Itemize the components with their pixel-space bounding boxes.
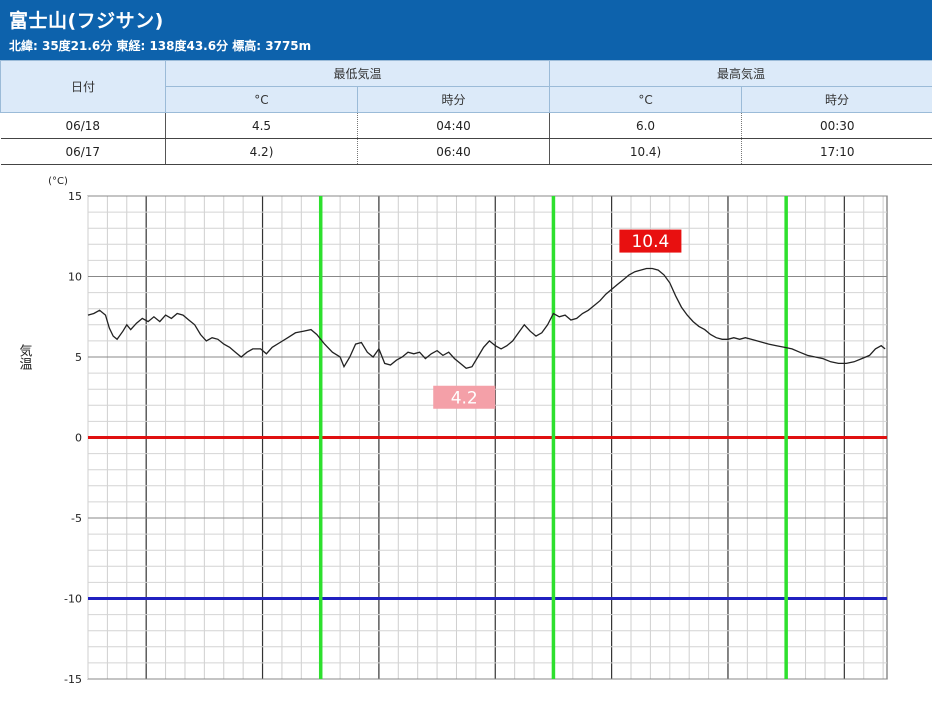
y-tick-label: 15	[68, 190, 82, 203]
row-date: 06/17	[1, 139, 166, 165]
y-tick-label: -10	[64, 593, 82, 606]
y-tick-label: -15	[64, 673, 82, 686]
min-unit-header: °C	[166, 87, 358, 113]
table-row: 06/17 4.2) 06:40 10.4) 17:10	[1, 139, 932, 165]
row-max-temp: 10.4)	[550, 139, 742, 165]
row-min-temp: 4.5	[166, 113, 358, 139]
value-annotation-label: 4.2	[451, 388, 478, 408]
min-time-header: 時分	[358, 87, 550, 113]
row-min-temp: 4.2)	[166, 139, 358, 165]
chart-svg: 15 10 5 0 -5 -10 -15 10.4 4.2 (°C) 気温	[0, 166, 932, 724]
row-min-time: 06:40	[358, 139, 550, 165]
y-tick-label: 0	[75, 432, 82, 445]
y-axis-label: 気温	[17, 343, 33, 370]
y-unit-label: (°C)	[48, 176, 68, 187]
station-coordinates: 北緯: 35度21.6分 東経: 138度43.6分 標高: 3775m	[9, 37, 311, 54]
row-max-time: 00:30	[742, 113, 932, 139]
y-tick-label: 10	[68, 271, 82, 284]
row-date: 06/18	[1, 113, 166, 139]
max-time-header: 時分	[742, 87, 932, 113]
station-title: 富士山(フジサン)	[9, 6, 164, 33]
row-max-temp: 6.0	[550, 113, 742, 139]
value-annotation-label: 10.4	[631, 232, 669, 252]
temperature-chart: 15 10 5 0 -5 -10 -15 10.4 4.2 (°C) 気温	[0, 166, 932, 724]
temperature-summary-table: 日付 最低気温 最高気温 °C 時分 °C 時分 06/18 4.5 04:40…	[0, 60, 932, 165]
table-row: 06/18 4.5 04:40 6.0 00:30	[1, 113, 932, 139]
y-tick-label: 5	[75, 351, 82, 364]
date-header: 日付	[1, 61, 166, 113]
y-tick-label: -5	[71, 512, 82, 525]
min-temp-header: 最低気温	[166, 61, 550, 87]
row-min-time: 04:40	[358, 113, 550, 139]
max-unit-header: °C	[550, 87, 742, 113]
row-max-time: 17:10	[742, 139, 932, 165]
max-temp-header: 最高気温	[550, 61, 932, 87]
station-header: 富士山(フジサン) 北緯: 35度21.6分 東経: 138度43.6分 標高:…	[0, 0, 932, 60]
